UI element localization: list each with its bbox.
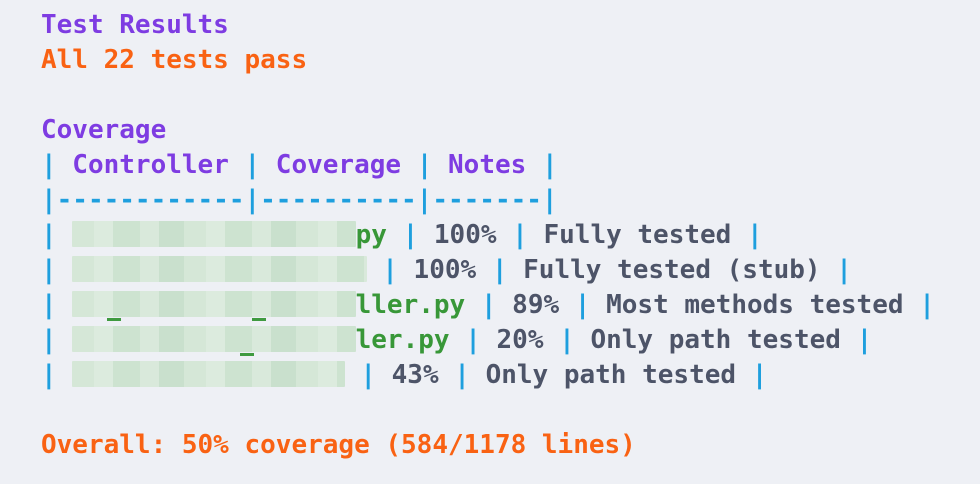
notes-value: Only path tested (574, 325, 857, 355)
table-pipe: | (574, 290, 591, 320)
coverage-value: 89% (496, 290, 575, 320)
filename-underscore (239, 353, 254, 356)
redacted-filename (72, 221, 356, 247)
coverage-table-separator: |------------|----------|-------| (41, 185, 558, 215)
filename-suffix: py (355, 220, 387, 250)
text (57, 290, 73, 320)
filename-suffix: ller.py (355, 290, 466, 320)
coverage-table-rows: | py | 100% | Fully tested | | | 100% | F… (41, 218, 970, 393)
column-header: Notes (432, 150, 542, 180)
table-pipe: | (512, 220, 528, 250)
coverage-title: Coverage (41, 115, 167, 145)
notes-value: Most methods tested (590, 290, 920, 320)
coverage-value: 100% (397, 255, 492, 285)
text (57, 220, 73, 250)
text (345, 360, 361, 390)
column-header: Coverage (260, 150, 417, 180)
table-pipe: | (746, 220, 763, 250)
table-pipe: | (416, 150, 433, 180)
table-row: | py | 100% | Fully tested | (41, 218, 970, 253)
coverage-value: 43% (375, 360, 455, 390)
text (465, 290, 481, 320)
test-results-title: Test Results (41, 10, 229, 40)
test-results-summary: All 22 tests pass (41, 45, 308, 75)
overall-coverage: Overall: 50% coverage (584/1178 lines) (41, 430, 636, 460)
table-pipe: | (856, 325, 873, 355)
table-pipe: | (41, 255, 57, 285)
redacted-filename (72, 256, 367, 282)
redacted-filename (72, 291, 356, 321)
table-row: | ller.py | 89% | Most methods tested | (41, 288, 970, 323)
blank-line (41, 78, 970, 113)
table-pipe: | (41, 325, 57, 355)
table-pipe: | (559, 325, 575, 355)
table-pipe: | (382, 255, 398, 285)
table-pipe: | (836, 255, 852, 285)
coverage-value: 20% (480, 325, 560, 355)
coverage-value: 100% (418, 220, 513, 250)
coverage-table-header: | Controller | Coverage | Notes | (41, 148, 970, 183)
column-header: Controller (56, 150, 245, 180)
text (57, 325, 73, 355)
table-pipe: | (41, 290, 57, 320)
text (387, 220, 403, 250)
text (57, 360, 73, 390)
table-pipe: | (41, 150, 57, 180)
table-pipe: | (491, 255, 508, 285)
redacted-filename (72, 326, 356, 356)
table-row: | | 43% | Only path tested | (41, 358, 970, 393)
filename-underscore (106, 318, 121, 321)
text (450, 325, 466, 355)
table-pipe: | (919, 290, 935, 320)
table-pipe: | (454, 360, 470, 390)
text (57, 255, 73, 285)
table-pipe: | (465, 325, 481, 355)
notes-value: Only path tested (469, 360, 752, 390)
table-row: | | 100% | Fully tested (stub) | (41, 253, 970, 288)
table-pipe: | (541, 150, 558, 180)
table-row: | ler.py | 20% | Only path tested | (41, 323, 970, 358)
notes-value: Fully tested (stub) (507, 255, 837, 285)
table-pipe: | (751, 360, 768, 390)
table-pipe: | (360, 360, 376, 390)
filename-underscore (252, 318, 267, 321)
redacted-filename (72, 361, 345, 387)
table-pipe: | (402, 220, 419, 250)
blank-line (41, 393, 970, 428)
filename-suffix: ler.py (355, 325, 450, 355)
text (367, 255, 383, 285)
table-pipe: | (480, 290, 497, 320)
table-pipe: | (244, 150, 261, 180)
table-pipe: | (41, 220, 57, 250)
table-pipe: | (41, 360, 57, 390)
notes-value: Fully tested (527, 220, 747, 250)
